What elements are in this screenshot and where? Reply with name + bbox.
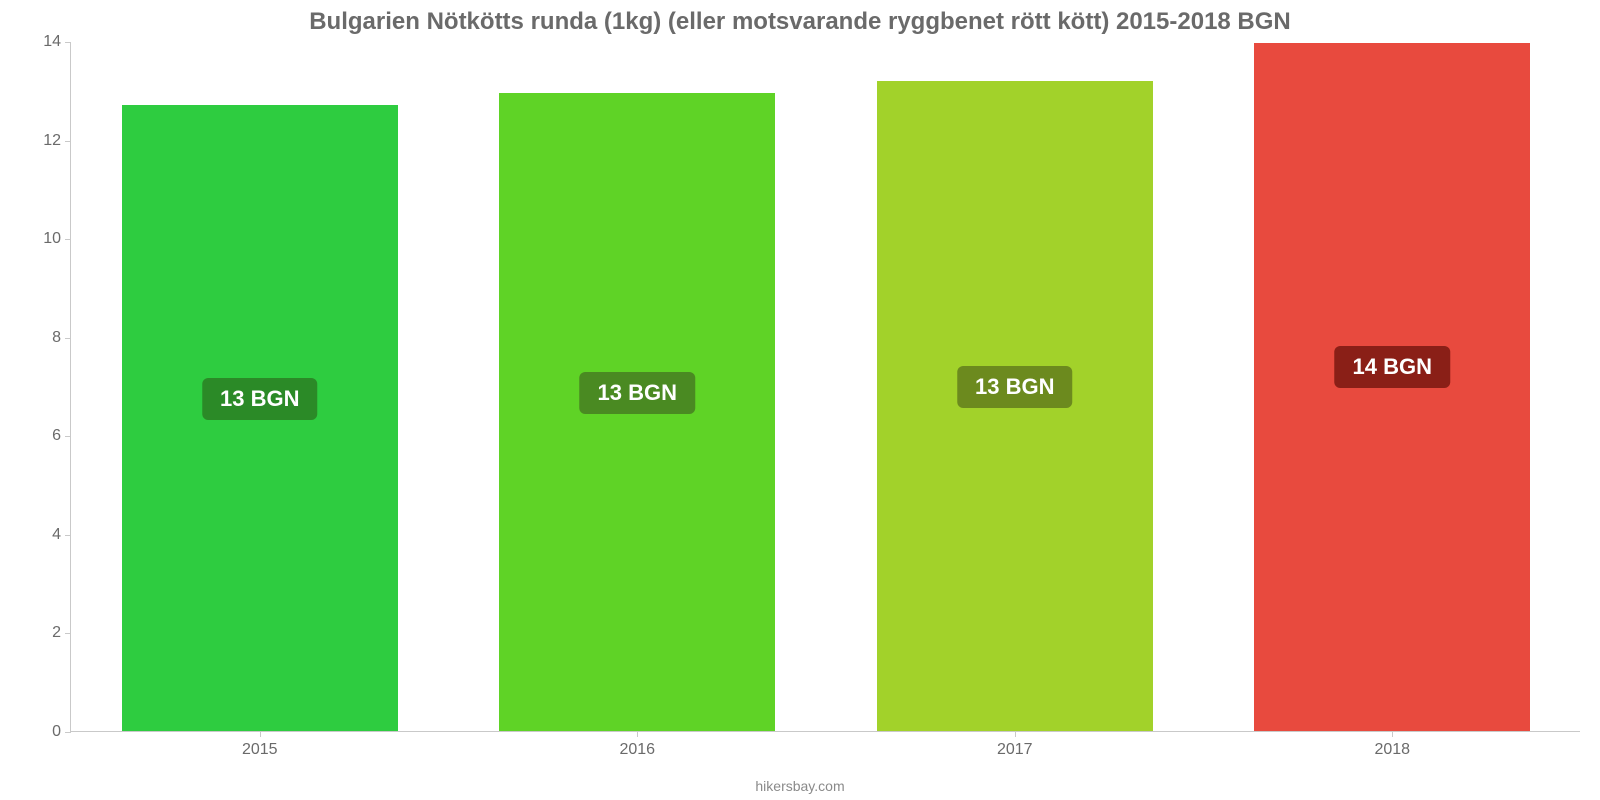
y-tick-label: 0 bbox=[21, 723, 71, 741]
y-tick-label: 2 bbox=[21, 624, 71, 642]
y-tick-label: 14 bbox=[21, 33, 71, 51]
y-tick-label: 10 bbox=[21, 230, 71, 248]
y-tick-label: 12 bbox=[21, 132, 71, 150]
bar-value-badge: 14 BGN bbox=[1334, 346, 1449, 388]
bar: 14 BGN bbox=[1254, 43, 1530, 731]
plot-area: 13 BGN13 BGN13 BGN14 BGN 024681012142015… bbox=[70, 42, 1580, 732]
chart-title: Bulgarien Nötkötts runda (1kg) (eller mo… bbox=[0, 8, 1600, 36]
y-tick-mark bbox=[65, 42, 71, 43]
x-tick-label: 2017 bbox=[997, 731, 1033, 759]
bar-value-badge: 13 BGN bbox=[579, 372, 694, 414]
y-tick-mark bbox=[65, 633, 71, 634]
y-tick-mark bbox=[65, 436, 71, 437]
bar-value-badge: 13 BGN bbox=[957, 366, 1072, 408]
y-tick-mark bbox=[65, 239, 71, 240]
y-tick-mark bbox=[65, 732, 71, 733]
y-tick-mark bbox=[65, 338, 71, 339]
bars-layer: 13 BGN 13 BGN 13 BGN 14 BGN bbox=[71, 42, 1580, 731]
y-tick-mark bbox=[65, 535, 71, 536]
y-tick-mark bbox=[65, 141, 71, 142]
bar: 13 BGN bbox=[499, 93, 775, 731]
bar: 13 BGN bbox=[877, 81, 1153, 731]
bar: 13 BGN bbox=[122, 105, 398, 731]
x-tick-label: 2015 bbox=[242, 731, 278, 759]
chart-container: Bulgarien Nötkötts runda (1kg) (eller mo… bbox=[0, 0, 1600, 800]
y-tick-label: 8 bbox=[21, 329, 71, 347]
y-tick-label: 4 bbox=[21, 526, 71, 544]
bar-value-badge: 13 BGN bbox=[202, 378, 317, 420]
credit-text: hikersbay.com bbox=[0, 778, 1600, 794]
x-tick-label: 2016 bbox=[619, 731, 655, 759]
y-tick-label: 6 bbox=[21, 427, 71, 445]
x-tick-label: 2018 bbox=[1374, 731, 1410, 759]
